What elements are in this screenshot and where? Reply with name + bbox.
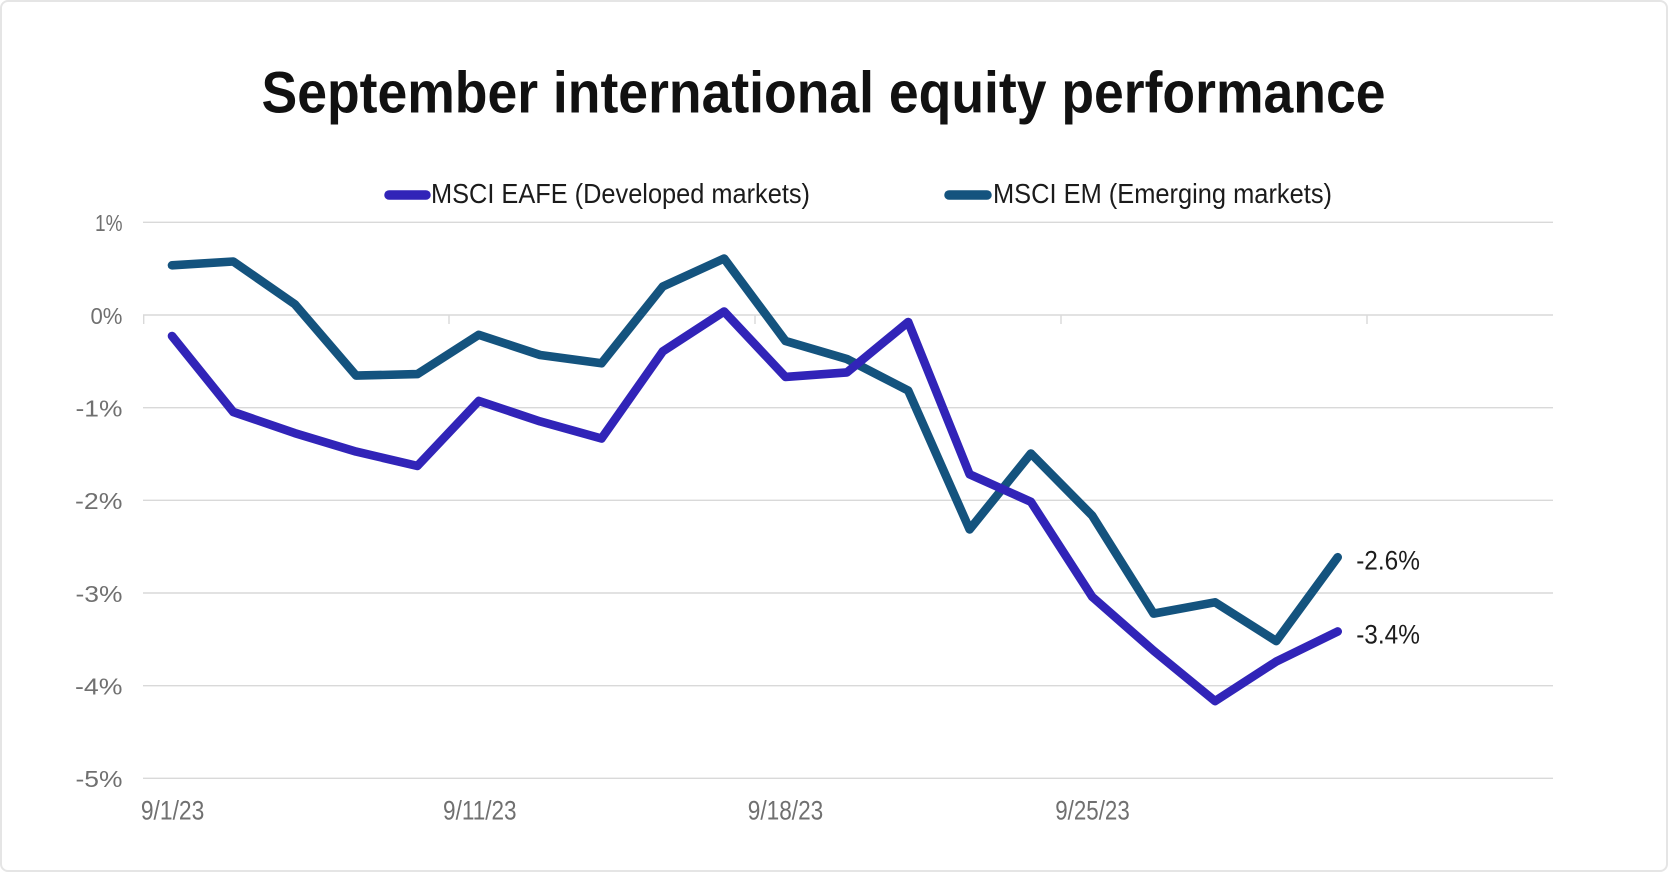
svg-text:9/11/23: 9/11/23	[443, 796, 517, 826]
svg-text:9/25/23: 9/25/23	[1055, 796, 1130, 826]
svg-text:-5%: -5%	[76, 766, 123, 792]
svg-text:September international equity: September international equity performan…	[262, 60, 1386, 125]
svg-text:9/1/23: 9/1/23	[141, 796, 205, 826]
svg-text:0%: 0%	[91, 303, 123, 329]
svg-text:-4%: -4%	[75, 674, 123, 700]
svg-text:-2%: -2%	[75, 488, 123, 514]
svg-text:-1%: -1%	[76, 396, 123, 422]
svg-text:-3.4%: -3.4%	[1356, 620, 1420, 650]
svg-text:-3%: -3%	[76, 581, 123, 607]
svg-text:1%: 1%	[95, 210, 123, 236]
svg-text:MSCI EAFE (Developed markets): MSCI EAFE (Developed markets)	[431, 178, 810, 209]
svg-text:9/18/23: 9/18/23	[748, 796, 824, 826]
svg-text:MSCI EM (Emerging markets): MSCI EM (Emerging markets)	[993, 178, 1332, 209]
svg-text:-2.6%: -2.6%	[1356, 546, 1420, 576]
